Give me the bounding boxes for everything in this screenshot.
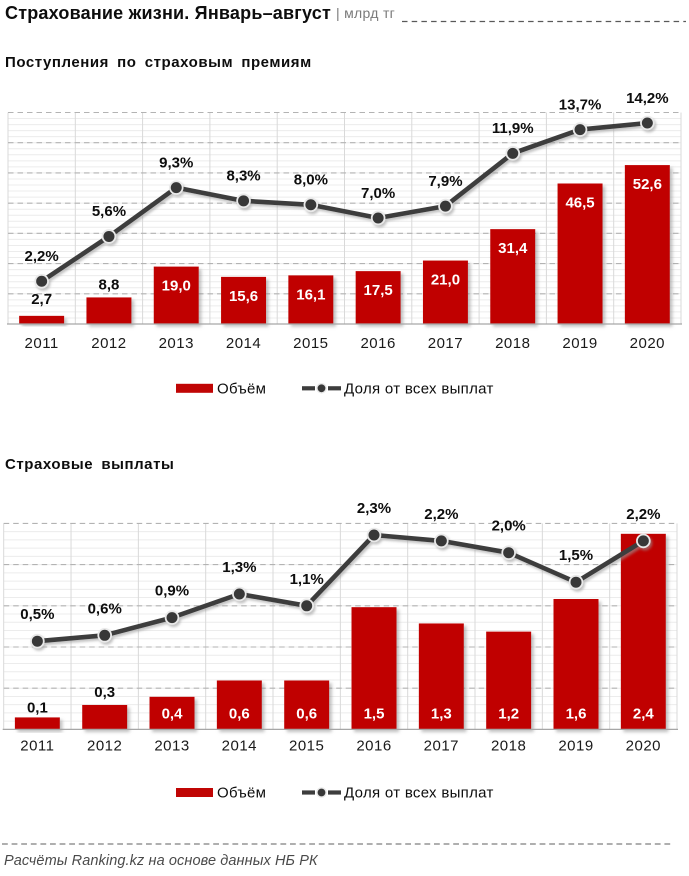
svg-text:1,5: 1,5 <box>364 706 385 723</box>
svg-text:2,7: 2,7 <box>31 291 52 308</box>
svg-text:Объём: Объём <box>217 381 266 398</box>
svg-text:2018: 2018 <box>495 335 530 352</box>
svg-text:1,3%: 1,3% <box>222 559 256 576</box>
svg-text:2014: 2014 <box>222 738 257 755</box>
svg-text:52,6: 52,6 <box>633 176 662 193</box>
svg-text:31,4: 31,4 <box>498 240 528 257</box>
svg-text:16,1: 16,1 <box>296 286 325 303</box>
svg-text:2020: 2020 <box>630 335 665 352</box>
svg-text:8,0%: 8,0% <box>294 172 328 189</box>
svg-text:2018: 2018 <box>491 738 526 755</box>
svg-text:2014: 2014 <box>226 335 261 352</box>
svg-text:0,6: 0,6 <box>296 706 317 723</box>
svg-text:2,0%: 2,0% <box>492 518 526 535</box>
svg-text:0,1: 0,1 <box>27 699 48 716</box>
svg-text:8,8: 8,8 <box>99 276 120 293</box>
svg-text:1,6: 1,6 <box>566 706 587 723</box>
svg-text:5,6%: 5,6% <box>92 203 126 220</box>
svg-text:2,2%: 2,2% <box>25 248 59 265</box>
svg-text:2013: 2013 <box>159 335 194 352</box>
svg-text:8,3%: 8,3% <box>226 168 260 185</box>
svg-text:0,9%: 0,9% <box>155 583 189 600</box>
svg-text:2017: 2017 <box>424 738 459 755</box>
svg-text:7,9%: 7,9% <box>428 173 462 190</box>
svg-text:9,3%: 9,3% <box>159 154 193 171</box>
svg-text:0,4: 0,4 <box>162 706 184 723</box>
svg-text:Доля от всех выплат: Доля от всех выплат <box>344 381 494 398</box>
svg-text:2016: 2016 <box>356 738 391 755</box>
svg-text:14,2%: 14,2% <box>626 90 669 107</box>
svg-text:| млрд тг: | млрд тг <box>336 5 395 21</box>
svg-text:1,1%: 1,1% <box>290 571 324 588</box>
svg-text:0,6: 0,6 <box>229 706 250 723</box>
svg-text:1,3: 1,3 <box>431 706 452 723</box>
svg-text:2,2%: 2,2% <box>424 506 458 523</box>
svg-text:Страховые выплаты: Страховые выплаты <box>5 456 174 473</box>
svg-text:Доля от всех выплат: Доля от всех выплат <box>344 785 494 802</box>
svg-text:2,2%: 2,2% <box>626 506 660 523</box>
svg-text:Страхование жизни. Январь–авгу: Страхование жизни. Январь–август <box>5 3 331 23</box>
svg-text:2012: 2012 <box>91 335 126 352</box>
svg-text:2015: 2015 <box>293 335 328 352</box>
svg-text:2,4: 2,4 <box>633 706 655 723</box>
svg-text:46,5: 46,5 <box>565 195 594 212</box>
svg-text:0,5%: 0,5% <box>20 606 54 623</box>
svg-text:Расчёты Ranking.kz на основе д: Расчёты Ranking.kz на основе данных НБ Р… <box>4 853 319 869</box>
svg-text:19,0: 19,0 <box>162 278 191 295</box>
svg-text:11,9%: 11,9% <box>492 120 534 137</box>
svg-text:2017: 2017 <box>428 335 463 352</box>
svg-text:2016: 2016 <box>360 335 395 352</box>
svg-text:17,5: 17,5 <box>364 282 393 299</box>
svg-text:13,7%: 13,7% <box>559 96 602 113</box>
svg-text:0,3: 0,3 <box>94 684 115 701</box>
svg-text:1,2: 1,2 <box>498 706 519 723</box>
svg-text:15,6: 15,6 <box>229 288 258 305</box>
svg-text:21,0: 21,0 <box>431 272 460 289</box>
svg-text:2013: 2013 <box>154 738 189 755</box>
svg-text:7,0%: 7,0% <box>361 185 395 202</box>
svg-text:2020: 2020 <box>626 738 661 755</box>
svg-text:0,6%: 0,6% <box>88 600 122 617</box>
svg-text:2011: 2011 <box>20 738 54 755</box>
svg-text:Поступления по страховым преми: Поступления по страховым премиям <box>5 54 312 71</box>
svg-text:2012: 2012 <box>87 738 122 755</box>
svg-text:2019: 2019 <box>558 738 593 755</box>
svg-text:2019: 2019 <box>562 335 597 352</box>
svg-text:2,3%: 2,3% <box>357 500 391 517</box>
svg-text:1,5%: 1,5% <box>559 547 593 564</box>
svg-text:2015: 2015 <box>289 738 324 755</box>
svg-text:2011: 2011 <box>25 335 59 352</box>
svg-text:Объём: Объём <box>217 785 266 802</box>
